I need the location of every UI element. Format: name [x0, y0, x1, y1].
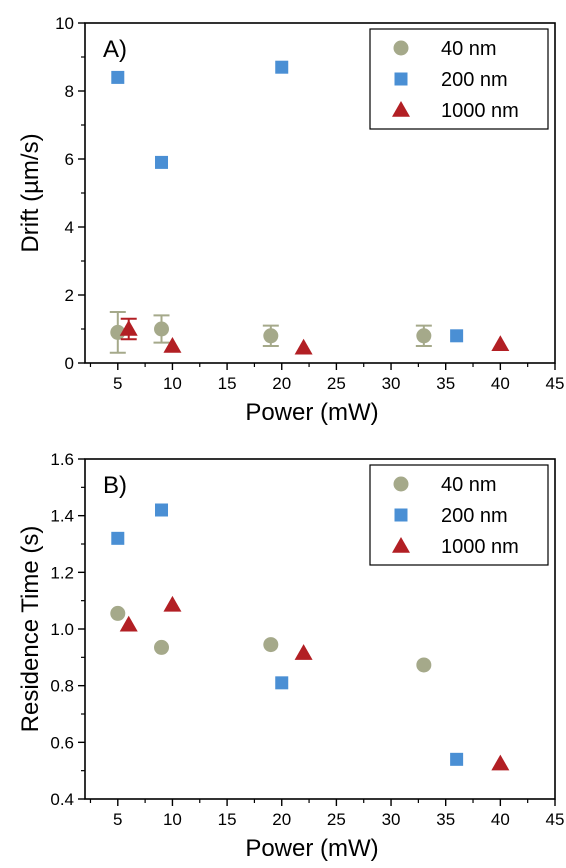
- x-tick-label: 25: [327, 810, 346, 829]
- y-tick-label: 1.6: [50, 450, 74, 469]
- series-40-nm: [109, 311, 432, 354]
- x-tick-label: 10: [163, 374, 182, 393]
- x-tick-label: 40: [491, 374, 510, 393]
- x-tick-label: 10: [163, 810, 182, 829]
- x-tick-label: 5: [113, 810, 122, 829]
- chart-panel-2: 5 10 15 20 25 30 35 40 45 0.4 0.6 0.8 1.0 1.2 1.4 1.6 Po…: [17, 450, 564, 862]
- legend-label: 200 nm: [441, 69, 508, 91]
- x-tick-label: 20: [272, 374, 291, 393]
- legend: 40 nm 200 nm 1000 nm: [369, 28, 549, 130]
- y-tick-label: 8: [65, 82, 74, 101]
- x-tick-label: 30: [382, 810, 401, 829]
- legend-marker-square: [394, 508, 408, 522]
- data-point-square: [155, 155, 169, 169]
- data-point-square: [450, 329, 464, 343]
- data-point-triangle: [119, 320, 138, 336]
- legend-label: 1000 nm: [441, 536, 519, 558]
- y-tick-label: 2: [65, 286, 74, 305]
- x-axis-label: Power (mW): [245, 835, 378, 862]
- data-point-triangle: [294, 338, 313, 355]
- y-tick-label: 0.4: [50, 790, 74, 809]
- data-point-circle: [263, 328, 279, 344]
- x-tick-label: 20: [272, 810, 291, 829]
- data-point-circle: [154, 321, 170, 337]
- y-axis-label: Residence Time (s): [17, 526, 44, 733]
- legend-marker-square: [394, 72, 408, 86]
- legend-label: 200 nm: [441, 505, 508, 527]
- series-200-nm: [111, 503, 464, 766]
- data-point-circle: [110, 324, 126, 340]
- x-tick-label: 35: [436, 810, 455, 829]
- legend-label: 1000 nm: [441, 100, 519, 122]
- y-tick-label: 0.6: [50, 733, 74, 752]
- y-tick-label: 10: [55, 14, 74, 33]
- data-point-square: [275, 676, 289, 690]
- data-point-triangle: [163, 595, 182, 612]
- x-tick-label: 25: [327, 374, 346, 393]
- series-1000-nm: [119, 317, 510, 355]
- data-point-triangle: [491, 335, 510, 352]
- y-tick-label: 4: [65, 218, 74, 237]
- x-tick-label: 15: [218, 810, 237, 829]
- data-point-triangle: [163, 337, 182, 353]
- y-tick-label: 0.8: [50, 677, 74, 696]
- series-40-nm: [110, 605, 432, 673]
- series-1000-nm: [119, 595, 510, 771]
- legend-marker-circle: [393, 476, 409, 492]
- x-tick-label: 35: [436, 374, 455, 393]
- legend-label: 40 nm: [441, 474, 497, 496]
- data-point-square: [111, 531, 125, 545]
- y-tick-label: 1.0: [50, 620, 74, 639]
- data-point-square: [155, 503, 169, 517]
- data-point-square: [111, 70, 125, 84]
- x-tick-label: 15: [218, 374, 237, 393]
- y-tick-label: 1.4: [50, 507, 74, 526]
- y-axis-label: Drift (µm/s): [17, 133, 44, 252]
- series-200-nm: [111, 60, 464, 343]
- x-tick-label: 5: [113, 374, 122, 393]
- y-tick-label: 0: [65, 354, 74, 373]
- legend-marker-triangle: [392, 101, 410, 117]
- data-point-circle: [263, 637, 279, 653]
- x-axis-label: Power (mW): [245, 399, 378, 426]
- panel-label: B): [103, 472, 127, 499]
- y-tick-label: 6: [65, 150, 74, 169]
- legend-marker-triangle: [392, 537, 410, 553]
- data-point-circle: [416, 328, 432, 344]
- y-tick-label: 1.2: [50, 563, 74, 582]
- legend-marker-circle: [393, 40, 409, 56]
- chart-panel-1: 5 10 15 20 25 30 35 40 45 0 2 4 6 8 10 Power (mW) Drift …: [17, 14, 564, 426]
- x-tick-label: 30: [382, 374, 401, 393]
- x-tick-label: 40: [491, 810, 510, 829]
- data-point-triangle: [119, 615, 138, 632]
- data-point-circle: [416, 657, 432, 673]
- legend: 40 nm 200 nm 1000 nm: [369, 464, 549, 566]
- legend-label: 40 nm: [441, 38, 497, 60]
- data-point-square: [275, 60, 289, 74]
- data-point-triangle: [294, 644, 313, 660]
- x-tick-label: 45: [546, 374, 565, 393]
- data-point-square: [450, 752, 464, 766]
- data-point-triangle: [491, 754, 510, 771]
- data-point-circle: [110, 605, 126, 621]
- x-tick-label: 45: [546, 810, 565, 829]
- panel-label: A): [103, 36, 127, 63]
- data-point-circle: [154, 639, 170, 655]
